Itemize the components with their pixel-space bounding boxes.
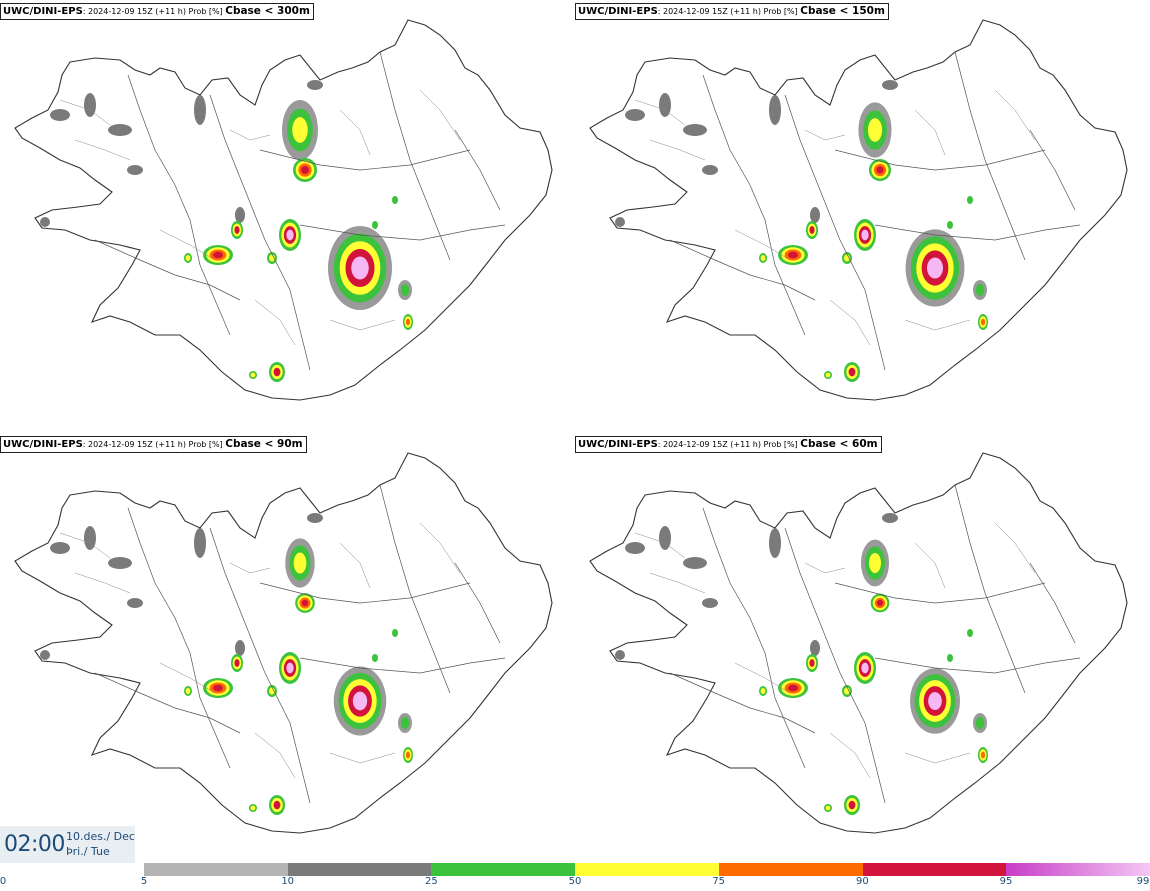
- map-panel: UWC/DINI-EPS: 2024-12-09 15Z (+11 h) Pro…: [0, 0, 575, 430]
- legend-tick-label: 90: [856, 876, 869, 887]
- valid-time-box: 02:00 10.des./ Dec Þri./ Tue: [0, 826, 135, 863]
- map-panel: UWC/DINI-EPS: 2024-12-09 15Z (+11 h) Pro…: [575, 0, 1150, 430]
- panel-info: : 2024-12-09 15Z (+11 h) Prob [%]: [657, 7, 801, 16]
- panel-model: UWC/DINI-EPS: [3, 439, 83, 450]
- iceland-map: [14, 452, 553, 834]
- map-panel: UWC/DINI-EPS: 2024-12-09 15Z (+11 h) Pro…: [575, 433, 1150, 863]
- legend-tick-label: 10: [281, 876, 295, 887]
- legend-tick-label: 75: [712, 876, 726, 887]
- legend-bin: [862, 863, 1007, 876]
- panel-info: : 2024-12-09 15Z (+11 h) Prob [%]: [82, 7, 226, 16]
- panel-parameter: Cbase < 150m: [800, 5, 885, 17]
- valid-time: 02:00: [4, 832, 65, 857]
- legend-bin: [144, 863, 288, 876]
- legend-tick-label: 25: [425, 876, 438, 887]
- panel-title: UWC/DINI-EPS: 2024-12-09 15Z (+11 h) Pro…: [0, 436, 307, 453]
- panel-model: UWC/DINI-EPS: [578, 6, 658, 17]
- panel-model: UWC/DINI-EPS: [578, 439, 658, 450]
- legend-bin: [575, 863, 719, 876]
- map-panel: UWC/DINI-EPS: 2024-12-09 15Z (+11 h) Pro…: [0, 433, 575, 863]
- panel-parameter: Cbase < 90m: [225, 438, 303, 450]
- panel-info: : 2024-12-09 15Z (+11 h) Prob [%]: [657, 440, 801, 449]
- legend-bin: [287, 863, 432, 876]
- iceland-map: [589, 19, 1128, 401]
- iceland-map: [589, 452, 1128, 834]
- legend-tick-label: 99: [1136, 876, 1150, 887]
- legend-bin: [431, 863, 576, 876]
- legend-bin: [1006, 863, 1150, 876]
- legend-tick-label: 5: [140, 876, 148, 887]
- panel-model: UWC/DINI-EPS: [3, 6, 83, 17]
- panel-title: UWC/DINI-EPS: 2024-12-09 15Z (+11 h) Pro…: [575, 436, 882, 453]
- legend-bin: [718, 863, 863, 876]
- legend-tick-label: 50: [568, 876, 582, 887]
- panel-title: UWC/DINI-EPS: 2024-12-09 15Z (+11 h) Pro…: [575, 3, 889, 20]
- panel-parameter: Cbase < 300m: [225, 5, 310, 17]
- legend-tick-label: 0: [0, 876, 7, 887]
- panel-info: : 2024-12-09 15Z (+11 h) Prob [%]: [82, 440, 226, 449]
- color-legend-bar: [144, 863, 1150, 876]
- panel-parameter: Cbase < 60m: [800, 438, 878, 450]
- iceland-map: [14, 19, 553, 401]
- valid-date-line2: Þri./ Tue: [66, 845, 110, 858]
- legend-tick-label: 95: [999, 876, 1013, 887]
- valid-date-line1: 10.des./ Dec: [66, 830, 135, 843]
- panel-title: UWC/DINI-EPS: 2024-12-09 15Z (+11 h) Pro…: [0, 3, 314, 20]
